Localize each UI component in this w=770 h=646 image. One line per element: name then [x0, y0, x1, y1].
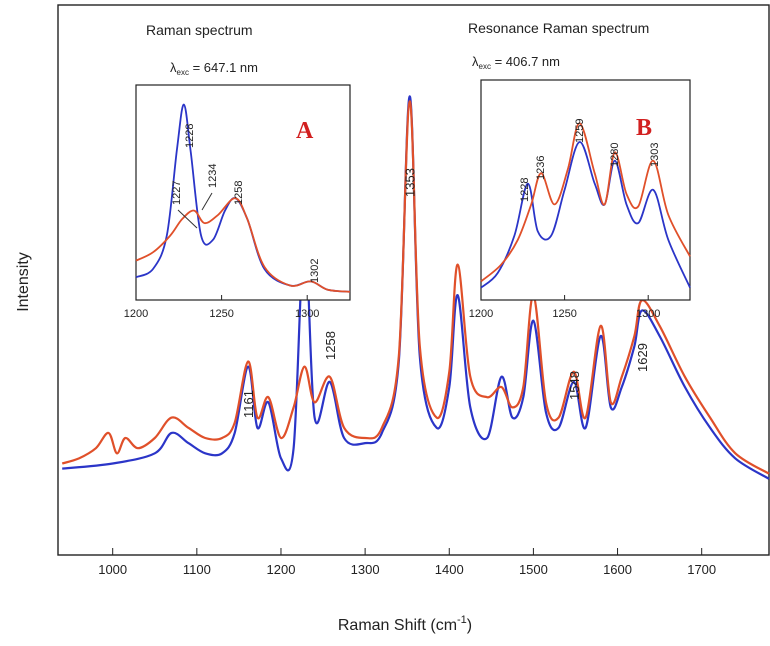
main-tick-label-1200: 1200	[267, 562, 296, 577]
inset-b-peak-1259: 1259	[574, 119, 586, 143]
main-tick-label-1400: 1400	[435, 562, 464, 577]
main-peak-label-1629: 1629	[635, 343, 650, 372]
inset-b-peak-1236: 1236	[535, 156, 547, 180]
inset-b-tick-label-1200: 1200	[469, 308, 493, 320]
inset-b-subtitle: λexc = 406.7 nm	[472, 54, 560, 71]
main-tick-label-1500: 1500	[519, 562, 548, 577]
y-axis-label: Intensity	[15, 252, 32, 312]
inset-a: Raman spectrum λexc = 647.1 nm 1200 1250 1…	[124, 22, 350, 320]
inset-b-letter: B	[636, 115, 652, 141]
inset-a-peak-1227: 1227	[171, 181, 183, 205]
inset-b-value: = 406.7 nm	[491, 54, 560, 69]
inset-b-peak-1303: 1303	[649, 143, 661, 167]
inset-a-peak-1258: 1258	[233, 181, 245, 205]
main-peak-label-1548: 1548	[567, 371, 582, 400]
inset-a-tick-label-1200: 1200	[124, 308, 148, 320]
x-axis-label: Raman Shift (cm-1)	[338, 614, 472, 634]
x-axis-label-sup: -1	[457, 614, 467, 626]
main-tick-label-1300: 1300	[351, 562, 380, 577]
main-peak-label-1353: 1353	[403, 168, 418, 197]
inset-a-subtitle: λexc = 647.1 nm	[170, 60, 258, 77]
inset-a-peak-1234: 1234	[207, 164, 219, 188]
inset-a-title: Raman spectrum	[146, 22, 253, 38]
inset-b-title: Resonance Raman spectrum	[468, 20, 649, 36]
main-tick-label-1100: 1100	[183, 562, 211, 577]
inset-b-frame	[481, 80, 690, 300]
inset-b-sub: exc	[479, 62, 491, 71]
main-tick-label-1000: 1000	[98, 562, 127, 577]
inset-a-value: = 647.1 nm	[189, 60, 258, 75]
main-peak-label-1161: 1161	[241, 390, 256, 418]
main-tick-label-1600: 1600	[603, 562, 632, 577]
main-peak-label-1258: 1258	[323, 331, 338, 360]
x-axis-label-end: )	[467, 617, 472, 634]
inset-b-tick-label-1250: 1250	[552, 308, 576, 320]
inset-b-peak-1280: 1280	[609, 143, 621, 167]
inset-a-letter: A	[296, 118, 314, 144]
x-axis-label-main: Raman Shift (cm	[338, 617, 457, 634]
inset-a-tick-label-1250: 1250	[209, 308, 233, 320]
inset-a-peak-1302: 1302	[309, 259, 321, 283]
inset-b-tick-label-1300: 1300	[636, 308, 660, 320]
main-tick-label-1700: 1700	[687, 562, 716, 577]
inset-b-peak-1228: 1228	[519, 178, 531, 202]
inset-a-peak-1228: 1228	[184, 124, 196, 148]
inset-a-tick-label-1300: 1300	[295, 308, 319, 320]
inset-a-sub: exc	[177, 68, 189, 77]
inset-b: Resonance Raman spectrum λexc = 406.7 nm…	[468, 20, 690, 320]
main-x-ticks: 1000 1100 1200 1300 1400 1500 1600 1700	[98, 548, 716, 577]
